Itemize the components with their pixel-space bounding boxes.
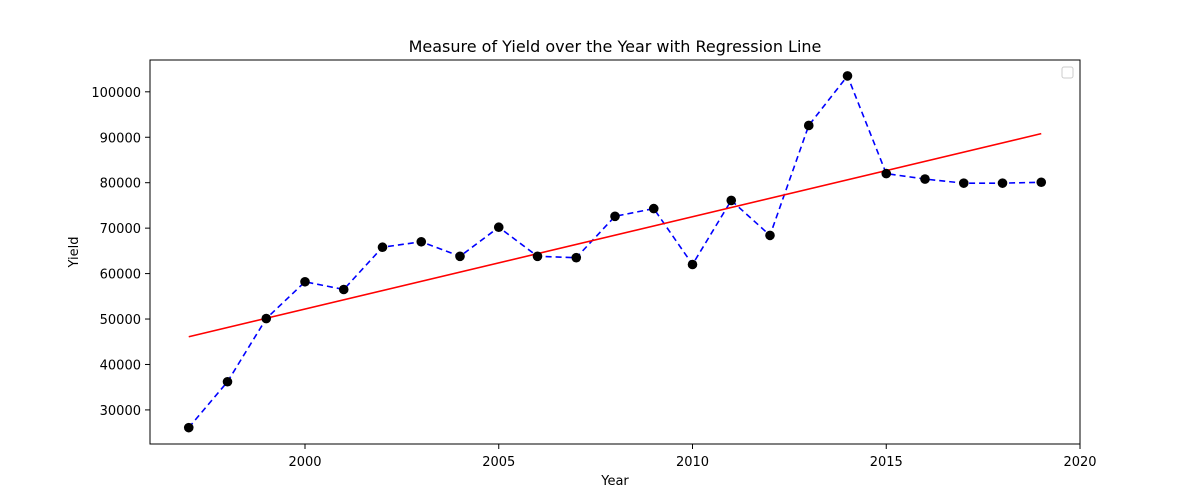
data-point: [610, 211, 620, 222]
data-point: [300, 276, 310, 287]
x-tick-label: 2005: [482, 455, 515, 470]
data-point: [338, 284, 349, 295]
data-point: [920, 174, 930, 184]
data-point: [958, 178, 969, 188]
data-point: [648, 203, 659, 214]
data-point: [532, 251, 543, 262]
y-tick-label: 60000: [100, 268, 141, 283]
data-point: [416, 236, 427, 247]
yield-series-line: [188, 74, 1042, 429]
x-tick-label: 2020: [1063, 455, 1096, 470]
data-point: [261, 313, 272, 324]
y-tick-label: 70000: [100, 222, 141, 237]
data-point: [222, 376, 233, 387]
data-point: [881, 168, 892, 179]
data-point: [765, 230, 775, 241]
legend-box: [1061, 66, 1074, 79]
x-axis-label: Year: [600, 474, 629, 489]
y-tick-label: 50000: [100, 313, 141, 328]
data-point: [997, 178, 1008, 188]
x-tick-label: 2010: [676, 455, 709, 470]
data-point: [183, 422, 194, 433]
regression-line: [188, 132, 1042, 338]
y-tick-label: 40000: [100, 358, 141, 373]
y-tick-label: 80000: [100, 177, 141, 192]
data-point: [571, 252, 582, 263]
y-axis-label: Yield: [67, 237, 82, 269]
data-point: [803, 120, 814, 131]
data-point: [726, 195, 737, 206]
data-point: [1036, 177, 1047, 188]
y-tick-label: 90000: [100, 131, 141, 146]
data-point: [842, 71, 853, 81]
axes: 2000 2005 2010 2015 2020 30000 40000 50000 60000…: [91, 86, 1096, 470]
x-tick-label: 2015: [870, 455, 903, 470]
data-point: [493, 222, 504, 233]
data-point: [377, 242, 388, 253]
y-tick-label: 100000: [91, 86, 141, 101]
plot-frame: [149, 59, 1081, 445]
x-tick-label: 2000: [288, 455, 321, 470]
data-point: [455, 251, 465, 262]
data-point: [687, 259, 698, 270]
y-tick-label: 30000: [100, 404, 141, 419]
plot-area: [183, 71, 1047, 433]
chart-title: Measure of Yield over the Year with Regr…: [409, 37, 822, 56]
